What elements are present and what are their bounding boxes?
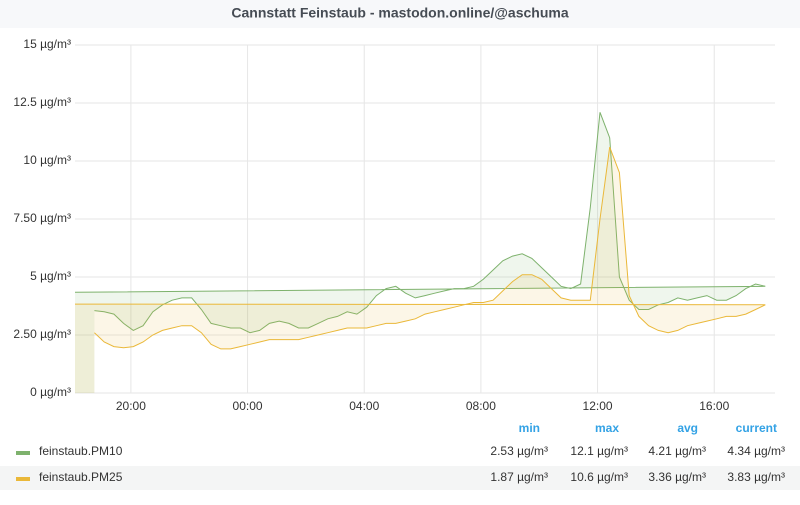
legend-stat: 12.1 µg/m³ xyxy=(570,444,628,458)
x-tick-label: 04:00 xyxy=(349,399,379,413)
legend-label: feinstaub.PM10 xyxy=(39,444,123,458)
legend-header: current xyxy=(736,421,777,435)
x-tick-label: 12:00 xyxy=(583,399,613,413)
x-tick-label: 16:00 xyxy=(699,399,729,413)
legend-header: max xyxy=(595,421,619,435)
series-line xyxy=(74,146,766,350)
title-bar xyxy=(0,0,800,28)
series-line xyxy=(74,112,766,334)
y-tick-label: 5 µg/m³ xyxy=(30,269,71,283)
legend-stat: 4.21 µg/m³ xyxy=(648,444,706,458)
legend-stat: 3.83 µg/m³ xyxy=(727,470,785,484)
y-tick-label: 0 µg/m³ xyxy=(30,385,71,399)
legend-header: min xyxy=(519,421,540,435)
x-tick-label: 00:00 xyxy=(233,399,263,413)
legend-stat: 3.36 µg/m³ xyxy=(648,470,706,484)
x-tick-label: 20:00 xyxy=(116,399,146,413)
y-tick-label: 12.5 µg/m³ xyxy=(13,95,71,109)
legend-stat: 2.53 µg/m³ xyxy=(490,444,548,458)
series-area xyxy=(75,112,766,394)
legend-stat: 10.6 µg/m³ xyxy=(570,470,628,484)
y-tick-label: 15 µg/m³ xyxy=(23,37,71,51)
chart-title: Cannstatt Feinstaub - mastodon.online/@a… xyxy=(231,5,568,21)
y-tick-label: 10 µg/m³ xyxy=(23,153,71,167)
series-area xyxy=(75,147,766,393)
legend-row-bg xyxy=(0,466,800,490)
legend-stat: 1.87 µg/m³ xyxy=(490,470,548,484)
y-tick-label: 2.50 µg/m³ xyxy=(13,327,71,341)
x-tick-label: 08:00 xyxy=(466,399,496,413)
legend-header: avg xyxy=(677,421,698,435)
y-tick-label: 7.50 µg/m³ xyxy=(13,211,71,225)
legend-label: feinstaub.PM25 xyxy=(39,470,123,484)
legend-stat: 4.34 µg/m³ xyxy=(727,444,785,458)
